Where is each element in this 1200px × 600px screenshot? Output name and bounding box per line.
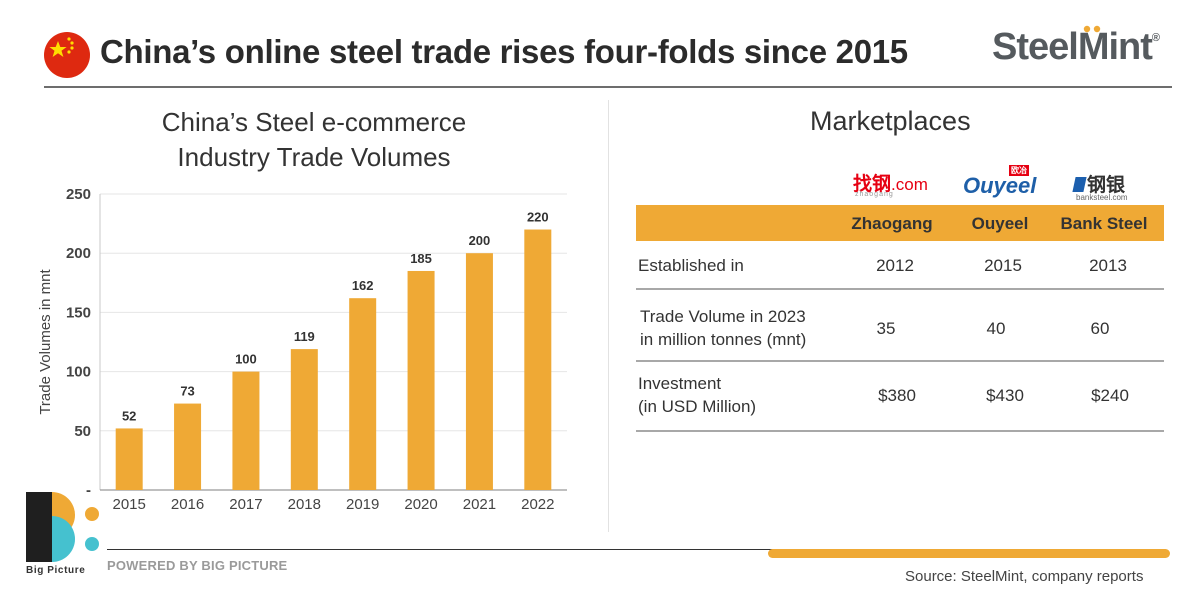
row-divider: [636, 288, 1164, 290]
y-tick-label: -: [86, 482, 91, 499]
section-divider: [608, 100, 609, 532]
table-cell: 35: [876, 319, 896, 338]
zhaogang-logo-com: .com: [891, 175, 928, 194]
brand-registered-mark: ®: [1151, 32, 1160, 44]
table-cell: 60: [1090, 319, 1110, 338]
x-tick-label: 2018: [288, 496, 321, 513]
brand-name: SteelMint: [992, 26, 1153, 68]
x-tick-label: 2015: [113, 496, 146, 513]
flag-small-star: [70, 41, 74, 45]
column-header-ouyeel: Ouyeel: [971, 214, 1029, 233]
table-header-bar: [636, 205, 1164, 241]
data-label: 185: [410, 251, 432, 266]
banksteel-logo: 钢银 banksteel.com: [1072, 170, 1128, 202]
table-cell: 2012: [876, 256, 914, 275]
banksteel-logo-cn: 钢银: [1087, 175, 1126, 196]
bar-2022: [524, 229, 552, 490]
row-label-investment: Investment: [638, 374, 722, 393]
row-label-investment-unit: (in USD Million): [638, 397, 757, 416]
chart-title-line2: Industry Trade Volumes: [177, 142, 451, 172]
column-header-zhaogang: Zhaogang: [851, 214, 933, 233]
zhaogang-logo-cn: 找钢: [853, 174, 892, 195]
data-label: 220: [527, 210, 549, 225]
bar-2019: [349, 298, 377, 490]
ouyeel-logo: Ouyeel 欧冶: [963, 165, 1037, 199]
data-label: 162: [352, 278, 374, 293]
data-label: 52: [122, 408, 136, 423]
chart-title: China’s Steel e-commerce Industry Trade …: [114, 105, 514, 175]
table-cell: $380: [878, 386, 916, 405]
x-tick-label: 2017: [229, 496, 262, 513]
page-title: China’s online steel trade rises four-fo…: [100, 33, 908, 70]
bar-2020: [407, 270, 435, 490]
footer-accent-bar: [768, 549, 1170, 558]
ouyeel-logo-text: Ouyeel: [963, 173, 1037, 198]
footer-line: [107, 549, 777, 550]
powered-by-text: POWERED BY BIG PICTURE: [107, 558, 288, 573]
bar-2021: [465, 253, 493, 490]
x-tick-label: 2022: [521, 496, 554, 513]
table-cell: 40: [986, 319, 1006, 338]
row-label-established: Established in: [638, 256, 744, 275]
data-label: 100: [235, 352, 257, 367]
banksteel-logo-mark: [1072, 177, 1087, 192]
row-divider: [636, 360, 1164, 362]
big-picture-label: Big Picture: [26, 565, 86, 576]
flag-small-star: [67, 50, 71, 54]
row-label-trade-volume-unit: in million tonnes (mnt): [640, 330, 807, 349]
x-tick-label: 2021: [463, 496, 496, 513]
x-tick-label: 2019: [346, 496, 379, 513]
x-tick-label: 2016: [171, 496, 204, 513]
steelmint-logo: SteelMint®: [992, 26, 1160, 69]
flag-big-star: [49, 41, 67, 57]
header-divider: [44, 86, 1172, 88]
y-tick-label: 50: [74, 423, 91, 440]
china-flag-icon: [44, 32, 90, 78]
big-picture-logo-icon: [26, 492, 99, 562]
column-header-bank-steel: Bank Steel: [1060, 214, 1148, 233]
row-label-trade-volume: Trade Volume in 2023: [640, 307, 806, 326]
flag-small-star: [67, 37, 71, 41]
banksteel-logo-sub: banksteel.com: [1076, 193, 1128, 202]
ouyeel-logo-tag: 欧冶: [1009, 165, 1029, 176]
zhaogang-logo: 找钢.com zhaogang: [853, 169, 928, 198]
bar-2017: [232, 371, 260, 490]
x-tick-label: 2020: [404, 496, 437, 513]
table-cell: $240: [1091, 386, 1129, 405]
data-label: 119: [294, 329, 315, 344]
zhaogang-logo-sub: zhaogang: [855, 191, 894, 198]
flag-small-star: [70, 46, 74, 50]
bar-2016: [174, 403, 202, 490]
y-axis-label: Trade Volumes in mnt: [37, 268, 54, 414]
y-tick-label: 250: [66, 186, 91, 203]
bar-chart: - 50 100 150 200 250 Trade Volumes in mnt 52 201…: [37, 186, 567, 513]
source-note: Source: SteelMint, company reports: [905, 568, 1144, 585]
bar-2018: [290, 349, 318, 490]
bar-2015: [115, 428, 143, 490]
table-cell: 2015: [984, 256, 1022, 275]
steelmint-dots-icon: [1083, 25, 1101, 33]
y-tick-label: 150: [66, 304, 91, 321]
marketplaces-title: Marketplaces: [810, 106, 971, 136]
y-tick-label: 100: [66, 364, 91, 381]
data-label: 73: [180, 384, 194, 399]
chart-title-line1: China’s Steel e-commerce: [161, 107, 467, 137]
row-divider: [636, 430, 1164, 432]
table-cell: $430: [986, 386, 1024, 405]
table-cell: 2013: [1089, 256, 1127, 275]
data-label: 200: [469, 233, 491, 248]
y-tick-label: 200: [66, 245, 91, 262]
